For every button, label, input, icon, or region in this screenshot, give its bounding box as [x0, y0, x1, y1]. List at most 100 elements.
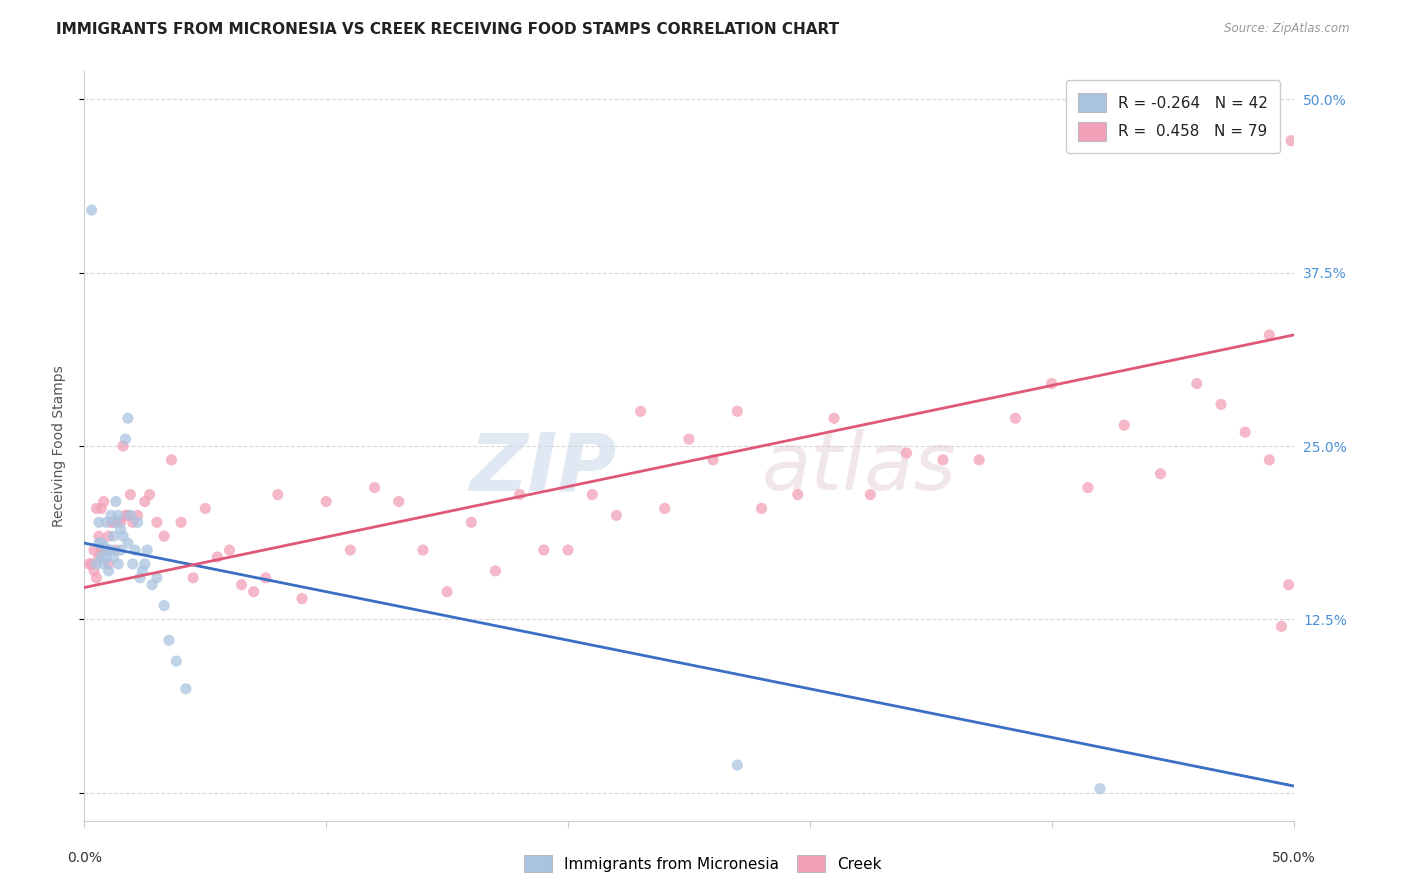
Point	[104, 494, 127, 508]
Point	[207, 549, 229, 564]
Point	[117, 411, 139, 425]
Point	[110, 522, 132, 536]
Point	[110, 516, 132, 530]
Point	[136, 543, 159, 558]
Point	[124, 543, 146, 558]
Point	[117, 536, 139, 550]
Point	[267, 487, 290, 501]
Point	[93, 543, 115, 558]
Text: 50.0%: 50.0%	[1271, 851, 1316, 865]
Point	[114, 508, 136, 523]
Point	[153, 599, 176, 613]
Point	[1114, 418, 1136, 433]
Point	[107, 516, 129, 530]
Point	[896, 446, 918, 460]
Point	[90, 549, 112, 564]
Legend: Immigrants from Micronesia, Creek: Immigrants from Micronesia, Creek	[517, 847, 889, 880]
Point	[97, 543, 120, 558]
Point	[127, 508, 149, 523]
Point	[110, 543, 132, 558]
Point	[725, 758, 748, 772]
Point	[1077, 481, 1099, 495]
Point	[93, 494, 115, 508]
Point	[100, 508, 122, 523]
Point	[97, 557, 120, 571]
Point	[363, 481, 385, 495]
Point	[460, 516, 482, 530]
Point	[97, 529, 120, 543]
Point	[141, 578, 163, 592]
Point	[678, 432, 700, 446]
Point	[165, 654, 187, 668]
Point	[170, 516, 193, 530]
Point	[786, 487, 808, 501]
Point	[129, 571, 152, 585]
Point	[90, 501, 112, 516]
Point	[83, 564, 105, 578]
Point	[557, 543, 579, 558]
Point	[86, 501, 108, 516]
Point	[127, 516, 149, 530]
Point	[1278, 578, 1301, 592]
Point	[157, 633, 180, 648]
Point	[120, 508, 142, 523]
Point	[725, 404, 748, 418]
Point	[87, 529, 110, 543]
Point	[121, 557, 143, 571]
Text: 0.0%: 0.0%	[67, 851, 101, 865]
Point	[94, 516, 117, 530]
Point	[103, 549, 125, 564]
Point	[146, 571, 169, 585]
Point	[339, 543, 361, 558]
Point	[90, 536, 112, 550]
Point	[87, 536, 110, 550]
Point	[605, 508, 627, 523]
Point	[388, 494, 411, 508]
Point	[630, 404, 652, 418]
Point	[100, 543, 122, 558]
Point	[117, 508, 139, 523]
Point	[100, 516, 122, 530]
Point	[654, 501, 676, 516]
Point	[97, 564, 120, 578]
Point	[436, 584, 458, 599]
Point	[509, 487, 531, 501]
Point	[90, 543, 112, 558]
Point	[823, 411, 845, 425]
Point	[231, 578, 253, 592]
Point	[86, 557, 108, 571]
Point	[104, 543, 127, 558]
Point	[751, 501, 773, 516]
Point	[107, 508, 129, 523]
Point	[533, 543, 555, 558]
Point	[1088, 781, 1111, 796]
Point	[967, 453, 990, 467]
Point	[242, 584, 264, 599]
Point	[194, 501, 217, 516]
Point	[103, 516, 125, 530]
Point	[114, 432, 136, 446]
Point	[93, 539, 115, 553]
Point	[94, 549, 117, 564]
Point	[181, 571, 204, 585]
Point	[83, 543, 105, 558]
Point	[1270, 619, 1292, 633]
Point	[859, 487, 882, 501]
Point	[131, 564, 153, 578]
Point	[86, 571, 108, 585]
Legend: R = -0.264   N = 42, R =  0.458   N = 79: R = -0.264 N = 42, R = 0.458 N = 79	[1066, 80, 1279, 153]
Text: IMMIGRANTS FROM MICRONESIA VS CREEK RECEIVING FOOD STAMPS CORRELATION CHART: IMMIGRANTS FROM MICRONESIA VS CREEK RECE…	[56, 22, 839, 37]
Point	[134, 494, 156, 508]
Point	[146, 516, 169, 530]
Point	[702, 453, 724, 467]
Point	[412, 543, 434, 558]
Text: atlas: atlas	[762, 429, 956, 508]
Point	[93, 557, 115, 571]
Point	[174, 681, 197, 696]
Point	[112, 439, 135, 453]
Y-axis label: Receiving Food Stamps: Receiving Food Stamps	[52, 365, 66, 527]
Point	[254, 571, 277, 585]
Point	[291, 591, 314, 606]
Point	[138, 487, 160, 501]
Point	[104, 516, 127, 530]
